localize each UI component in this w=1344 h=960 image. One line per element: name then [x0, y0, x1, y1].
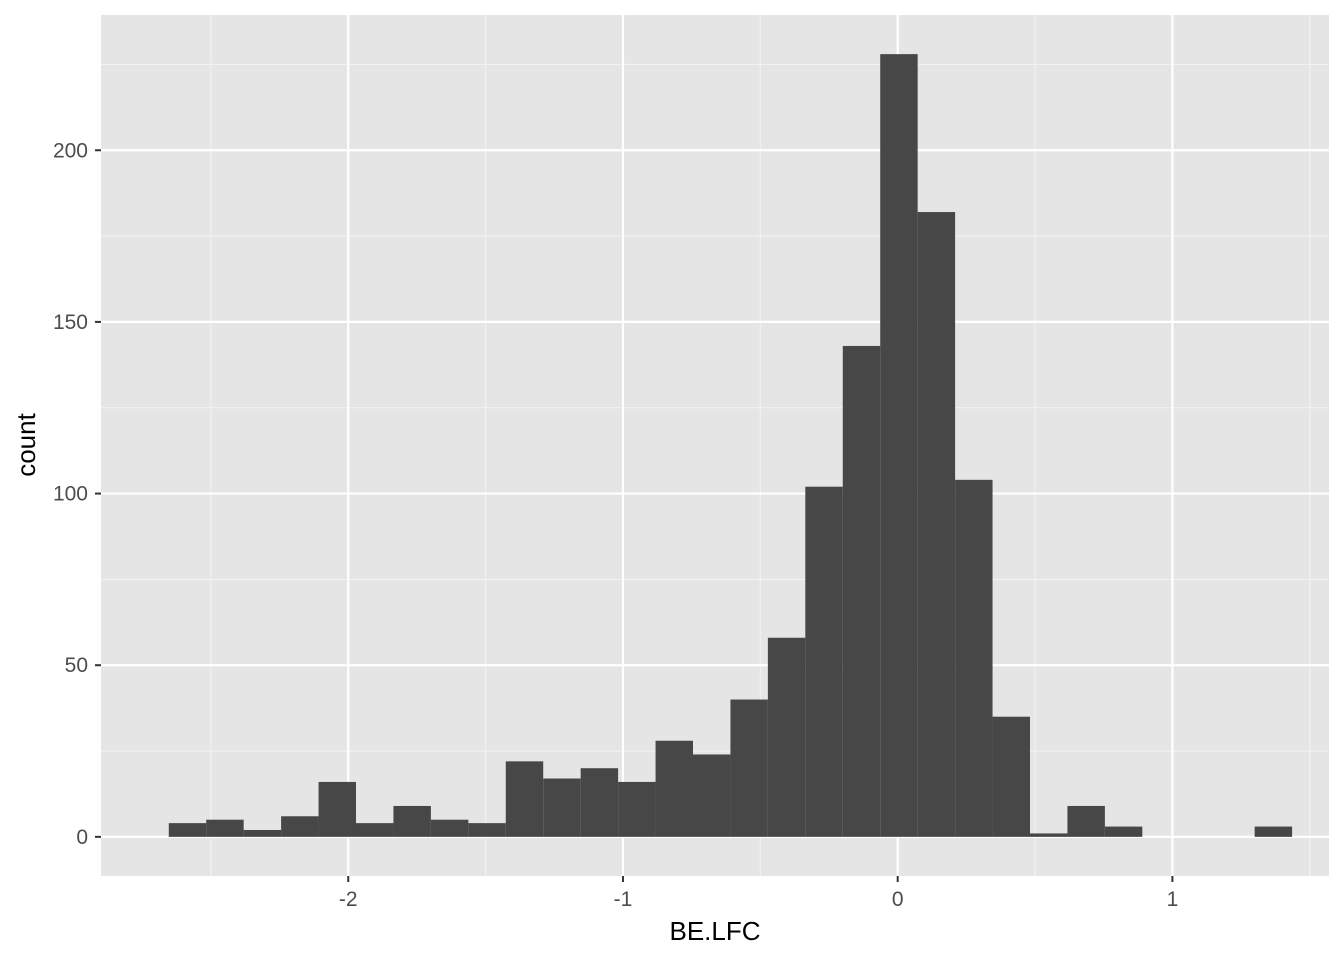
- minor-gridlines: [101, 15, 1329, 876]
- y-tick-label: 150: [53, 311, 88, 334]
- histogram-bar-24: [1067, 805, 1105, 837]
- histogram-bar-20: [917, 212, 956, 837]
- x-tick-label: -1: [614, 888, 633, 911]
- histogram-bar-7: [430, 819, 469, 837]
- plot-panel: [101, 15, 1329, 876]
- histogram-bar-12: [618, 781, 656, 837]
- y-axis: 0 50 100 150 200: [53, 139, 101, 849]
- histogram-bar-15: [730, 699, 768, 837]
- histogram-bar-1: [206, 819, 244, 837]
- histogram-bar-0: [168, 823, 207, 837]
- histogram-bar-14: [692, 754, 731, 837]
- histogram-bar-5: [355, 823, 394, 837]
- histogram-bar-25: [1104, 826, 1143, 837]
- y-tick-label: 100: [53, 483, 88, 506]
- x-tick-label: 0: [892, 888, 904, 911]
- x-tick-label: -2: [339, 888, 358, 911]
- histogram-bar-16: [767, 637, 806, 837]
- histogram-bar-18: [842, 345, 881, 837]
- histogram-bar-21: [955, 479, 993, 837]
- histogram-bar-19: [880, 54, 918, 837]
- histogram-bar-23: [1029, 833, 1068, 837]
- histogram-bar-17: [805, 486, 843, 837]
- histogram-bar-11: [580, 768, 619, 837]
- histogram-bar-2: [243, 829, 282, 837]
- x-axis: -2 -1 0 1: [339, 876, 1178, 911]
- histogram-bar-6: [393, 805, 431, 837]
- y-tick-label: 0: [76, 826, 88, 849]
- histogram-bar-3: [281, 816, 319, 837]
- x-axis-title: BE.LFC: [669, 916, 760, 946]
- histogram-bar-22: [992, 716, 1030, 837]
- histogram-bar-8: [468, 823, 506, 837]
- y-axis-title: count: [11, 412, 41, 476]
- histogram-bars: [168, 54, 1293, 837]
- histogram-bar-29: [1254, 826, 1293, 837]
- y-tick-label: 50: [65, 654, 88, 677]
- y-tick-label: 200: [53, 139, 88, 162]
- histogram-bar-10: [543, 778, 581, 837]
- x-tick-label: 1: [1167, 888, 1179, 911]
- histogram-bar-9: [505, 761, 544, 837]
- histogram-bar-4: [318, 781, 356, 837]
- histogram-bar-13: [655, 740, 693, 837]
